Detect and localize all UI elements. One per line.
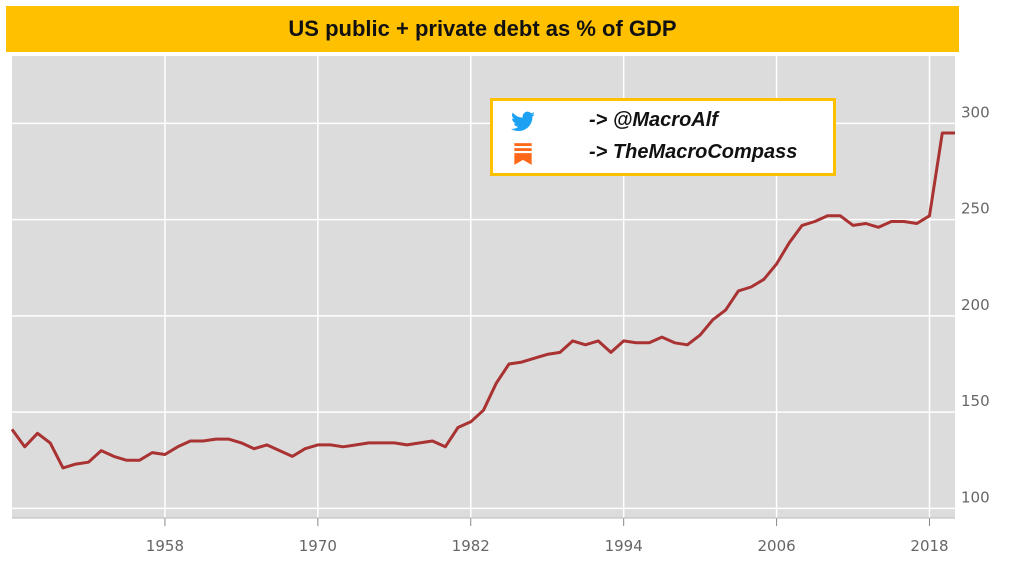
substack-name: -> TheMacroCompass bbox=[589, 141, 798, 163]
legend-row-twitter[interactable]: -> @MacroAlf bbox=[493, 107, 833, 137]
y-tick-label: 300 bbox=[961, 103, 990, 121]
chart-title: US public + private debt as % of GDP bbox=[6, 6, 959, 52]
x-tick-label: 1994 bbox=[605, 537, 643, 555]
debt-series-line bbox=[10, 131, 955, 470]
x-tick-label: 1970 bbox=[299, 537, 337, 555]
y-tick-label: 200 bbox=[961, 296, 990, 314]
x-axis-labels: 1958 1970 1982 1994 2006 2018 bbox=[146, 537, 949, 555]
substack-icon bbox=[514, 143, 532, 165]
y-tick-label: 100 bbox=[961, 488, 990, 506]
twitter-bird-icon bbox=[511, 111, 535, 131]
legend-row-substack[interactable]: -> TheMacroCompass bbox=[493, 139, 833, 169]
y-tick-label: 250 bbox=[961, 200, 990, 218]
x-tick-label: 1982 bbox=[452, 537, 490, 555]
y-axis-labels: 100 150 200 250 300 bbox=[961, 103, 990, 506]
twitter-handle: -> @MacroAlf bbox=[589, 109, 718, 131]
x-tick-label: 1958 bbox=[146, 537, 184, 555]
x-tick-label: 2018 bbox=[910, 537, 948, 555]
y-tick-label: 150 bbox=[961, 392, 990, 410]
x-tick-label: 2006 bbox=[758, 537, 796, 555]
social-legend: -> @MacroAlf -> TheMacroCompass bbox=[490, 98, 836, 176]
